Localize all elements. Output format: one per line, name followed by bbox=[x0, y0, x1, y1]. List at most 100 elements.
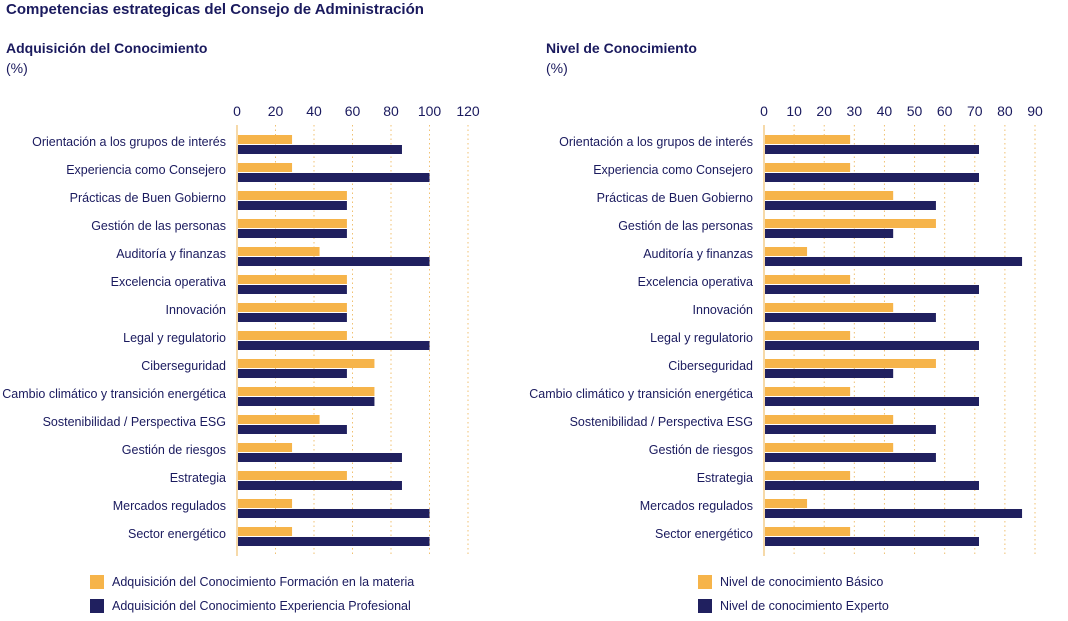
bar-series-2 bbox=[765, 173, 979, 182]
x-tick-label: 90 bbox=[1027, 103, 1043, 119]
category-label: Auditoría y finanzas bbox=[643, 247, 753, 261]
legend-label: Nivel de conocimiento Experto bbox=[720, 599, 889, 613]
bar-series-2 bbox=[765, 453, 936, 462]
bar-series-2 bbox=[765, 425, 936, 434]
legend-item: Adquisición del Conocimiento Experiencia… bbox=[90, 597, 414, 615]
category-label: Legal y regulatorio bbox=[650, 331, 753, 345]
category-label: Experiencia como Consejero bbox=[66, 163, 226, 177]
bar-series-2 bbox=[765, 313, 936, 322]
bar-series-1 bbox=[238, 191, 347, 200]
category-label: Sostenibilidad / Perspectiva ESG bbox=[570, 415, 753, 429]
bar-series-1 bbox=[765, 219, 936, 228]
bar-series-2 bbox=[765, 481, 979, 490]
bar-series-2 bbox=[238, 145, 402, 154]
bar-series-2 bbox=[238, 537, 430, 546]
bar-series-1 bbox=[765, 303, 894, 312]
category-label: Orientación a los grupos de interés bbox=[559, 135, 753, 149]
x-tick-label: 0 bbox=[233, 103, 241, 119]
category-label: Sector energético bbox=[655, 527, 753, 541]
x-tick-label: 60 bbox=[345, 103, 361, 119]
bar-series-2 bbox=[765, 509, 1023, 518]
bar-series-2 bbox=[765, 201, 936, 210]
bar-series-1 bbox=[238, 163, 293, 172]
bar-series-1 bbox=[765, 527, 851, 536]
bar-series-1 bbox=[765, 387, 851, 396]
bar-series-1 bbox=[765, 247, 808, 256]
bar-series-1 bbox=[238, 275, 347, 284]
bar-series-2 bbox=[238, 229, 347, 238]
bar-series-2 bbox=[238, 173, 430, 182]
bar-series-2 bbox=[765, 537, 979, 546]
category-label: Sector energético bbox=[128, 527, 226, 541]
category-label: Experiencia como Consejero bbox=[593, 163, 753, 177]
category-label: Gestión de riesgos bbox=[649, 443, 753, 457]
x-tick-label: 70 bbox=[967, 103, 983, 119]
bar-series-2 bbox=[238, 201, 347, 210]
bar-series-2 bbox=[765, 285, 979, 294]
bar-series-1 bbox=[765, 415, 894, 424]
bar-series-1 bbox=[238, 359, 375, 368]
category-label: Mercados regulados bbox=[640, 499, 753, 513]
legend-item: Adquisición del Conocimiento Formación e… bbox=[90, 573, 414, 591]
bar-series-1 bbox=[238, 387, 375, 396]
bar-series-2 bbox=[238, 257, 430, 266]
category-label: Estrategia bbox=[697, 471, 753, 485]
x-tick-label: 20 bbox=[816, 103, 832, 119]
legend-label: Adquisición del Conocimiento Formación e… bbox=[112, 575, 415, 589]
bar-series-2 bbox=[238, 397, 375, 406]
legend-nivel: Nivel de conocimiento Básico Nivel de co… bbox=[698, 573, 889, 621]
category-label: Excelencia operativa bbox=[111, 275, 226, 289]
bar-series-1 bbox=[765, 331, 851, 340]
bar-series-2 bbox=[238, 425, 347, 434]
legend-item: Nivel de conocimiento Básico bbox=[698, 573, 889, 591]
x-tick-label: 40 bbox=[306, 103, 322, 119]
main-title: Competencias estrategicas del Consejo de… bbox=[6, 1, 424, 18]
legend-swatch-navy bbox=[698, 599, 712, 613]
bar-series-2 bbox=[238, 481, 402, 490]
legend-swatch-orange bbox=[90, 575, 104, 589]
bar-series-2 bbox=[238, 285, 347, 294]
category-label: Ciberseguridad bbox=[141, 359, 226, 373]
legend-swatch-orange bbox=[698, 575, 712, 589]
category-label: Excelencia operativa bbox=[638, 275, 753, 289]
category-label: Innovación bbox=[166, 303, 227, 317]
category-label: Gestión de riesgos bbox=[122, 443, 226, 457]
x-tick-label: 50 bbox=[907, 103, 923, 119]
category-label: Mercados regulados bbox=[113, 499, 226, 513]
panel-title: Adquisición del Conocimiento bbox=[6, 40, 208, 56]
panel-unit: (%) bbox=[6, 60, 28, 76]
legend-label: Nivel de conocimiento Básico bbox=[720, 575, 884, 589]
bar-series-1 bbox=[765, 191, 894, 200]
bar-series-1 bbox=[765, 163, 851, 172]
category-label: Legal y regulatorio bbox=[123, 331, 226, 345]
category-label: Sostenibilidad / Perspectiva ESG bbox=[43, 415, 226, 429]
bar-series-1 bbox=[238, 415, 320, 424]
bar-series-2 bbox=[765, 341, 979, 350]
legend-item: Nivel de conocimiento Experto bbox=[698, 597, 889, 615]
bar-series-2 bbox=[238, 341, 430, 350]
category-label: Auditoría y finanzas bbox=[116, 247, 226, 261]
bar-series-2 bbox=[238, 453, 402, 462]
bar-series-1 bbox=[765, 359, 936, 368]
legend-adquisicion: Adquisición del Conocimiento Formación e… bbox=[90, 573, 414, 621]
category-label: Prácticas de Buen Gobierno bbox=[70, 191, 226, 205]
category-label: Cambio climático y transición energética bbox=[2, 387, 226, 401]
bar-series-2 bbox=[238, 313, 347, 322]
panel-title: Nivel de Conocimiento bbox=[546, 40, 697, 56]
x-tick-label: 30 bbox=[847, 103, 863, 119]
bar-series-2 bbox=[765, 369, 894, 378]
x-tick-label: 40 bbox=[877, 103, 893, 119]
bar-series-2 bbox=[765, 257, 1023, 266]
bar-series-1 bbox=[238, 247, 320, 256]
bar-series-1 bbox=[765, 275, 851, 284]
bar-series-2 bbox=[765, 145, 979, 154]
category-label: Cambio climático y transición energética bbox=[529, 387, 753, 401]
bar-series-2 bbox=[238, 369, 347, 378]
bar-series-1 bbox=[765, 443, 894, 452]
bar-series-1 bbox=[238, 527, 293, 536]
bar-series-1 bbox=[238, 443, 293, 452]
category-label: Innovación bbox=[693, 303, 754, 317]
category-label: Gestión de las personas bbox=[618, 219, 753, 233]
